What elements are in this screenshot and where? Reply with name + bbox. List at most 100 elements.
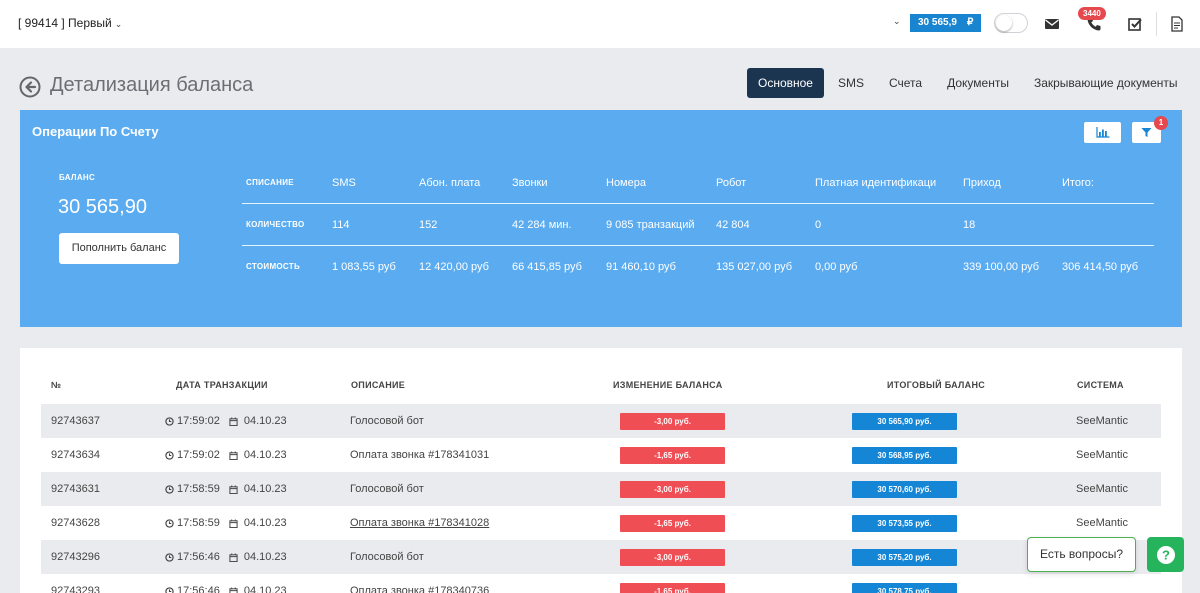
cost-value: 306 414,50 руб (1062, 261, 1139, 273)
row-label: СТОИМОСТЬ (246, 262, 301, 271)
balance-change-badge: -3,00 руб. (620, 549, 725, 566)
filter-count-badge: 1 (1154, 116, 1168, 130)
table-row[interactable]: 92743628 17:58:59 04.10.23 Оплата звонка #1… (41, 506, 1161, 540)
header-system[interactable]: СИСТЕМА (1077, 380, 1124, 390)
transactions-table: 92743637 17:59:02 04.10.23 Голосовой бот -3,… (41, 404, 1161, 593)
question-icon: ? (1156, 545, 1175, 564)
help-icon-glyph: ? (1162, 547, 1170, 562)
transaction-description: Голосовой бот (350, 483, 424, 495)
table-row[interactable]: 92743296 17:56:46 04.10.23 Голосовой бот -3,… (41, 540, 1161, 574)
transaction-date: 04.10.23 (243, 551, 287, 563)
transaction-time: 17:59:02 (177, 415, 220, 427)
quantity-value: 9 085 транзакций (606, 219, 695, 231)
page-title: Детализация баланса (50, 74, 254, 96)
transaction-id: 92743628 (51, 517, 100, 529)
cost-row: СТОИМОСТЬ 1 083,55 руб 12 420,00 руб 66 … (242, 246, 1154, 288)
transaction-description: Голосовой бот (350, 415, 424, 427)
mail-icon[interactable] (1041, 13, 1063, 35)
table-row[interactable]: 92743631 17:58:59 04.10.23 Голосовой бот -3,… (41, 472, 1161, 506)
calendar-icon (229, 450, 238, 460)
filter-icon (1141, 128, 1152, 137)
clock-icon (165, 484, 174, 494)
header-date[interactable]: ДАТА ТРАНЗАКЦИИ (176, 380, 268, 390)
quantity-value: 42 284 мин. (512, 219, 572, 231)
header-description[interactable]: ОПИСАНИЕ (351, 380, 406, 390)
top-bar: [ 99414 ] Первый ⌄ ⌄ 30 565,9 ₽ 3440 (0, 0, 1200, 48)
system-name: SeeMantic (1076, 415, 1128, 427)
help-prompt[interactable]: Есть вопросы? (1027, 537, 1136, 572)
balance-amount: 30 565,9 (918, 17, 957, 28)
transaction-description: Оплата звонка #178341031 (350, 449, 490, 461)
company-name: [ 99414 ] Первый (18, 16, 112, 30)
column-header: Приход (963, 177, 1001, 189)
table-row[interactable]: 92743637 17:59:02 04.10.23 Голосовой бот -3,… (41, 404, 1161, 438)
quantity-row: КОЛИЧЕСТВО 114 152 42 284 мин. 9 085 тра… (242, 204, 1154, 246)
final-balance-badge: 30 570,60 руб. (852, 481, 957, 498)
transaction-date: 04.10.23 (243, 449, 287, 461)
transaction-datetime: 17:58:59 04.10.23 (165, 506, 287, 540)
tab-sms[interactable]: SMS (837, 76, 864, 90)
final-balance-badge: 30 573,55 руб. (852, 515, 957, 532)
help-button[interactable]: ? (1147, 537, 1184, 572)
header-balance-change[interactable]: ИЗМЕНЕНИЕ БАЛАНСА (613, 380, 723, 390)
company-selector[interactable]: [ 99414 ] Первый ⌄ (18, 16, 122, 30)
transaction-id: 92743296 (51, 551, 100, 563)
transaction-datetime: 17:56:46 04.10.23 (165, 574, 287, 593)
table-header: № ДАТА ТРАНЗАКЦИИ ОПИСАНИЕ ИЗМЕНЕНИЕ БАЛ… (21, 380, 1141, 404)
balance-chevron-icon[interactable]: ⌄ (893, 16, 901, 26)
row-label: СПИСАНИЕ (246, 178, 294, 187)
balance-change-badge: -1,65 руб. (620, 583, 725, 593)
clock-icon (165, 416, 174, 426)
transaction-time: 17:56:46 (177, 551, 220, 563)
header-number[interactable]: № (51, 380, 62, 390)
panel-title: Операции По Счету (32, 124, 159, 139)
tasks-icon[interactable] (1124, 13, 1146, 35)
transaction-description[interactable]: Оплата звонка #178341028 (350, 517, 490, 529)
tab-documents[interactable]: Документы (947, 76, 1009, 90)
transaction-time: 17:59:02 (177, 449, 220, 461)
transaction-datetime: 17:56:46 04.10.23 (165, 540, 287, 574)
column-header: Итого: (1062, 177, 1094, 189)
cost-value: 66 415,85 руб (512, 261, 582, 273)
table-row[interactable]: 92743293 17:56:46 04.10.23 Оплата звонка #1… (41, 574, 1161, 593)
transaction-time: 17:58:59 (177, 483, 220, 495)
clock-icon (165, 450, 174, 460)
document-icon[interactable] (1166, 13, 1188, 35)
currency-symbol: ₽ (966, 17, 974, 28)
notification-count-badge: 3440 (1078, 7, 1106, 20)
chart-button[interactable] (1084, 122, 1121, 143)
transaction-description: Голосовой бот (350, 551, 424, 563)
transaction-date: 04.10.23 (243, 415, 287, 427)
top-up-balance-button[interactable]: Пополнить баланс (59, 233, 179, 264)
transaction-time: 17:56:46 (177, 585, 220, 593)
calendar-icon (229, 416, 238, 426)
quantity-value: 114 (332, 219, 350, 231)
back-arrow-icon[interactable] (19, 76, 41, 98)
table-row[interactable]: 92743634 17:59:02 04.10.23 Оплата звонка #1… (41, 438, 1161, 472)
cost-value: 135 027,00 руб (716, 261, 793, 273)
tab-invoices[interactable]: Счета (889, 76, 923, 90)
bar-chart-icon (1095, 127, 1109, 138)
balance-change-badge: -3,00 руб. (620, 413, 725, 430)
transaction-id: 92743293 (51, 585, 100, 593)
transaction-id: 92743637 (51, 415, 100, 427)
toggle-knob (996, 15, 1012, 31)
balance-label: БАЛАНС (59, 173, 96, 182)
mode-toggle[interactable] (994, 13, 1028, 33)
column-header: Абон. плата (419, 177, 481, 189)
tab-main[interactable]: Основное (747, 68, 824, 98)
header-final-balance[interactable]: ИТОГОВЫЙ БАЛАНС (887, 380, 986, 390)
tab-closing-documents[interactable]: Закрывающие документы (1033, 76, 1178, 90)
phone-icon[interactable] (1083, 13, 1105, 35)
system-name: SeeMantic (1076, 517, 1128, 529)
section-tabs: Основное SMS Счета Документы Закрывающие… (747, 68, 1192, 98)
column-header: Платная идентификаци (815, 177, 937, 189)
quantity-value: 42 804 (716, 219, 750, 231)
balance-badge[interactable]: 30 565,9 ₽ (910, 14, 981, 32)
clock-icon (165, 552, 174, 562)
calendar-icon (229, 586, 238, 593)
chevron-down-icon: ⌄ (114, 19, 123, 29)
system-name: SeeMantic (1076, 483, 1128, 495)
final-balance-badge: 30 578,75 руб. (852, 583, 957, 593)
filter-button[interactable] (1132, 122, 1161, 143)
